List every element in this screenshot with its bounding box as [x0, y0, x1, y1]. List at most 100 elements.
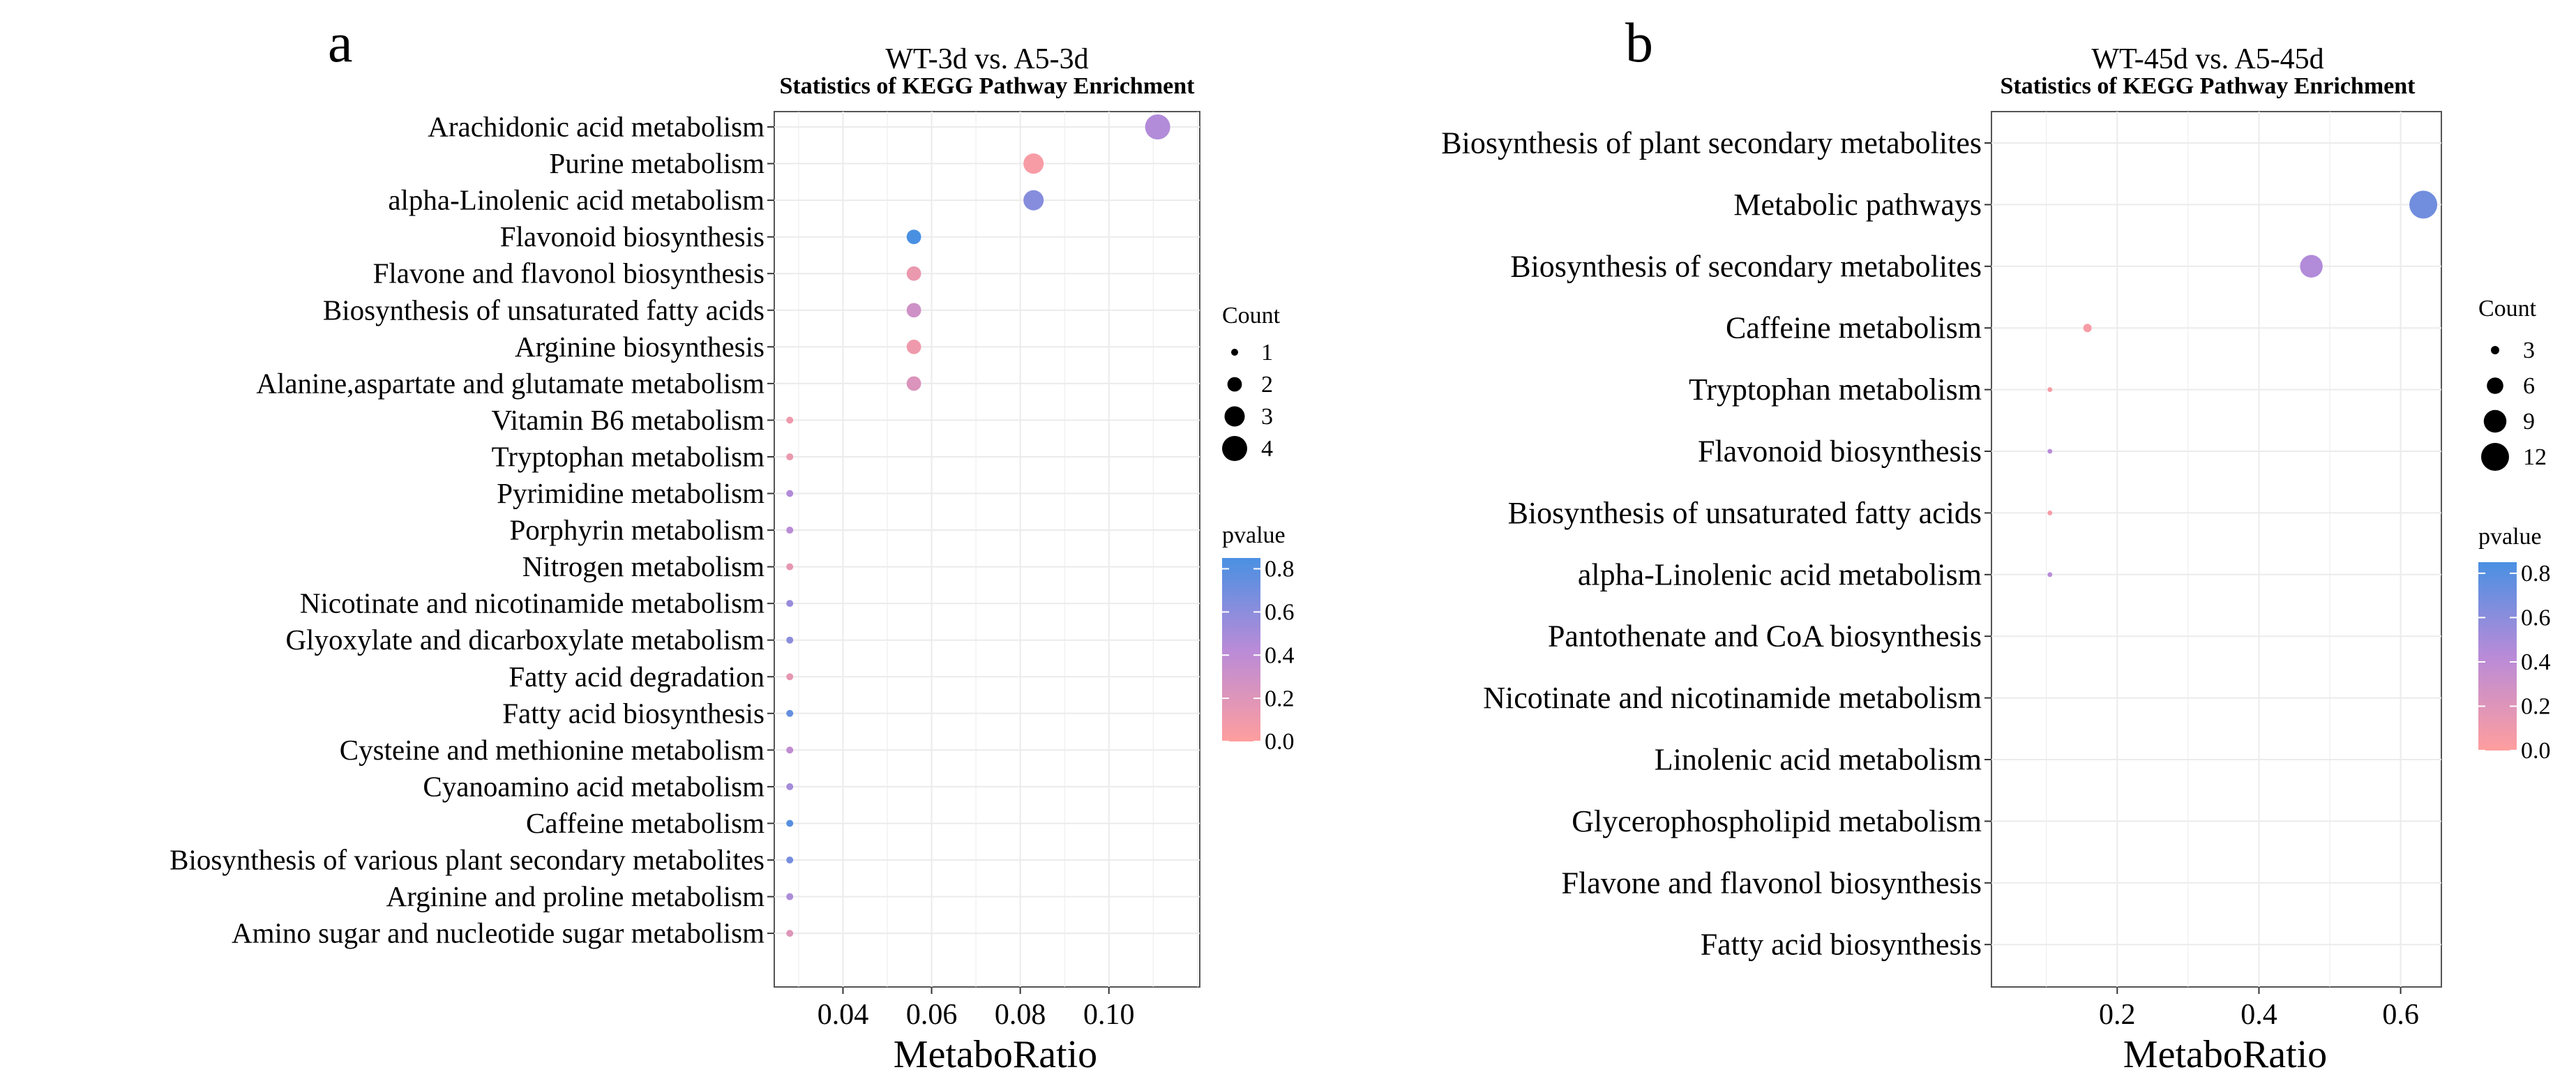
- pathway-dot: [1023, 153, 1044, 174]
- pathway-dot: [786, 416, 794, 424]
- colorbar-tick-label: 0.2: [1265, 686, 1295, 711]
- pathway-label: Flavonoid biosynthesis: [1698, 435, 1982, 469]
- y-grid: [774, 126, 1200, 935]
- pathway-dot: [906, 339, 921, 354]
- count-legend-swatch: [2487, 377, 2503, 394]
- x-tick-label: 0.6: [2382, 999, 2419, 1031]
- chart-subtitle: Statistics of KEGG Pathway Enrichment: [2001, 73, 2416, 99]
- pvalue-colorbar: [2478, 562, 2517, 751]
- pathway-label: Tryptophan metabolism: [492, 440, 765, 472]
- pathway-dot: [2300, 255, 2323, 278]
- pathway-dot: [906, 229, 921, 245]
- pvalue-legend: pvalue 0.8 0.6 0.4 0.2 0.0: [1222, 522, 1295, 755]
- colorbar-tick-label: 0.4: [2521, 649, 2551, 675]
- x-tick-label: 0.04: [818, 999, 869, 1031]
- count-legend-swatch: [1231, 349, 1238, 356]
- pathway-label: Caffeine metabolism: [526, 807, 764, 839]
- pathway-label: Arachidonic acid metabolism: [428, 111, 764, 143]
- pathway-label: alpha-Linolenic acid metabolism: [1578, 557, 1982, 591]
- pathway-dot: [786, 490, 794, 497]
- plot-area: [774, 111, 1200, 988]
- pathway-dot: [906, 303, 921, 318]
- count-legend-label: 3: [1261, 404, 1273, 430]
- count-legend-label: 1: [1261, 340, 1273, 365]
- count-legend-label: 6: [2523, 373, 2535, 399]
- y-tick-labels: Biosynthesis of plant secondary metaboli…: [1441, 126, 1991, 962]
- count-legend-label: 3: [2523, 338, 2535, 363]
- pathway-label: Vitamin B6 metabolism: [491, 404, 764, 436]
- count-legend-label: 9: [2523, 409, 2535, 435]
- pathway-dot: [2409, 190, 2438, 219]
- count-legend-swatch: [2481, 443, 2509, 471]
- count-legend: Count 3 6 9 12: [2478, 296, 2547, 471]
- pathway-dot: [2047, 387, 2053, 393]
- count-legend-swatch: [2491, 346, 2499, 354]
- x-tick-labels: 0.04 0.06 0.08 0.10: [818, 987, 1134, 1031]
- x-tick-labels: 0.2 0.4 0.6: [2099, 987, 2419, 1031]
- pathway-label: Nicotinate and nicotinamide metabolism: [300, 587, 764, 619]
- x-axis-title: MetaboRatio: [894, 1033, 1097, 1076]
- pvalue-legend-title: pvalue: [1222, 522, 1286, 548]
- pathway-label: Biosynthesis of plant secondary metaboli…: [1441, 126, 1982, 160]
- pathway-dot: [786, 636, 794, 644]
- pathway-dot: [906, 266, 921, 281]
- pathway-label: Biosynthesis of various plant secondary …: [170, 844, 764, 876]
- pathway-label: Cysteine and methionine metabolism: [340, 734, 764, 766]
- pathway-dot: [786, 783, 794, 790]
- count-legend-items: 1 2 3 4: [1222, 340, 1273, 462]
- data-points: [2012, 190, 2438, 945]
- y-tick-labels: Arachidonic acid metabolism Purine metabo…: [170, 111, 774, 949]
- pvalue-legend-ticks: 0.8 0.6 0.4 0.2 0.0: [2478, 561, 2551, 764]
- x-tick-label: 0.06: [906, 999, 958, 1031]
- pathway-dot: [786, 820, 794, 827]
- count-legend-swatch: [1222, 436, 1247, 461]
- pathway-label: Nicotinate and nicotinamide metabolism: [1483, 681, 1982, 715]
- x-grid: [798, 112, 1198, 987]
- x-axis-title: MetaboRatio: [2123, 1033, 2327, 1076]
- pvalue-colorbar: [1222, 558, 1260, 741]
- data-points: [786, 114, 1170, 937]
- count-legend-title: Count: [1222, 303, 1281, 329]
- colorbar-tick-label: 0.8: [1265, 557, 1295, 582]
- count-legend: Count 1 2 3 4: [1222, 303, 1281, 462]
- count-legend-swatch: [1227, 377, 1242, 392]
- pathway-label: Purine metabolism: [549, 147, 764, 179]
- pathway-dot: [786, 930, 794, 937]
- pathway-dot: [2047, 510, 2053, 515]
- pathway-dot: [786, 563, 794, 571]
- pathway-label: Cyanoamino acid metabolism: [423, 770, 764, 802]
- pathway-label: Pantothenate and CoA biosynthesis: [1548, 619, 1982, 654]
- pathway-label: Biosynthesis of secondary metabolites: [1510, 249, 1982, 283]
- chart-title: WT-45d vs. A5-45d: [2091, 43, 2323, 75]
- pathway-dot: [2047, 572, 2053, 578]
- pathway-dot: [786, 527, 794, 534]
- panel-label: b: [1625, 13, 1653, 74]
- pathway-dot: [786, 453, 794, 460]
- pathway-label: alpha-Linolenic acid metabolism: [388, 184, 764, 216]
- colorbar-tick-label: 0.8: [2521, 561, 2551, 587]
- x-tick-label: 0.4: [2240, 999, 2277, 1031]
- pathway-label: Fatty acid biosynthesis: [502, 697, 764, 729]
- pathway-dot: [786, 857, 794, 863]
- pvalue-legend-ticks: 0.8 0.6 0.4 0.2 0.0: [1222, 557, 1295, 755]
- colorbar-tick-label: 0.2: [2521, 694, 2551, 720]
- pathway-label: Biosynthesis of unsaturated fatty acids: [323, 294, 764, 326]
- y-grid: [1991, 142, 2441, 946]
- chart-title: WT-3d vs. A5-3d: [885, 43, 1088, 75]
- pvalue-legend: pvalue 0.8 0.6 0.4 0.2 0.0: [2478, 524, 2551, 764]
- colorbar-tick-label: 0.6: [1265, 600, 1295, 626]
- pathway-dot: [1145, 114, 1170, 139]
- pathway-dot: [906, 376, 921, 391]
- pathway-label: Glyoxylate and dicarboxylate metabolism: [285, 624, 764, 656]
- panel-label: a: [328, 13, 353, 74]
- pathway-label: Fatty acid degradation: [509, 661, 764, 693]
- plot-area: [1991, 111, 2442, 988]
- x-grid: [2046, 112, 2402, 987]
- colorbar-tick-label: 0.4: [1265, 642, 1295, 668]
- x-tick-label: 0.2: [2099, 999, 2136, 1031]
- colorbar-tick-label: 0.0: [1265, 729, 1295, 755]
- pathway-label: Flavone and flavonol biosynthesis: [373, 257, 764, 289]
- x-tick-label: 0.08: [995, 999, 1046, 1031]
- pathway-label: Nitrogen metabolism: [522, 550, 764, 582]
